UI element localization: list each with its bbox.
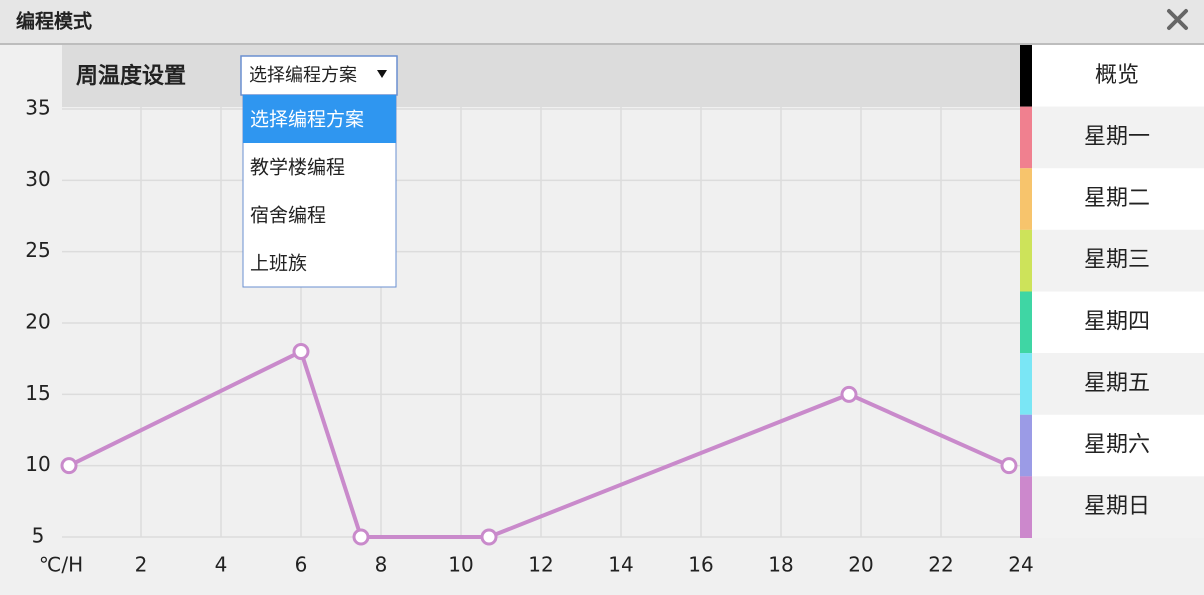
- x-tick-label: ℃/H: [39, 553, 83, 577]
- x-tick-label: 16: [688, 553, 713, 577]
- x-tick-label: 14: [608, 553, 633, 577]
- y-tick-label: 5: [32, 524, 45, 548]
- y-tick-label: 30: [25, 167, 50, 191]
- point: [1000, 457, 1018, 475]
- tab-color: [1020, 476, 1032, 538]
- x-tick-label: 20: [848, 553, 873, 577]
- header-title: 周温度设置: [76, 63, 186, 89]
- tab-color: [1020, 45, 1032, 107]
- select[interactable]: 选择编程方案: [240, 55, 398, 96]
- x-tick-label: 24: [1008, 553, 1033, 577]
- tab[interactable]: [1032, 45, 1204, 107]
- x-tick-label: 6: [295, 553, 308, 577]
- point: [60, 457, 78, 475]
- y-tick-label: 15: [25, 381, 50, 405]
- x-tick-label: 2: [135, 553, 148, 577]
- tab[interactable]: [1032, 476, 1204, 538]
- window-title: 编程模式: [16, 10, 92, 33]
- y-tick-label: 20: [25, 310, 50, 334]
- tab-label: 星期五: [1084, 371, 1150, 396]
- tab-color: [1020, 414, 1032, 477]
- dropdown-option[interactable]: 上班族: [250, 253, 307, 275]
- close-button[interactable]: [1167, 9, 1188, 30]
- point: [352, 528, 370, 546]
- x-tick-label: 4: [215, 553, 228, 577]
- tab-color: [1020, 353, 1032, 415]
- tab[interactable]: [1032, 229, 1204, 292]
- select-value: 选择编程方案: [249, 65, 357, 86]
- tab-label: 星期四: [1084, 309, 1150, 334]
- title-bar: [0, 0, 1204, 44]
- dropdown-option[interactable]: 选择编程方案: [250, 109, 364, 131]
- tab-label: 星期六: [1084, 433, 1150, 458]
- option-highlight[interactable]: [243, 95, 396, 143]
- tab-label: 星期三: [1084, 248, 1150, 273]
- x-tick-label: 10: [448, 553, 473, 577]
- header-band: [62, 45, 1020, 107]
- tab-color: [1020, 168, 1032, 230]
- y-tick-label: 35: [25, 96, 50, 120]
- x-tick-label: 12: [528, 553, 553, 577]
- tab-label: 星期日: [1084, 494, 1150, 519]
- point: [840, 385, 858, 403]
- x-tick-label: 22: [928, 553, 953, 577]
- y-tick-label: 10: [25, 452, 50, 476]
- select-arrow: [377, 70, 387, 78]
- tab-color: [1020, 106, 1032, 169]
- dropdown-option[interactable]: 宿舍编程: [250, 205, 326, 227]
- tab-color: [1020, 229, 1032, 292]
- tab-color: [1020, 291, 1032, 354]
- x-tick-label: 8: [375, 553, 388, 577]
- tab[interactable]: [1032, 106, 1204, 169]
- point: [292, 343, 310, 361]
- tab[interactable]: [1032, 353, 1204, 415]
- x-tick-label: 18: [768, 553, 793, 577]
- y-tick-label: 25: [25, 238, 50, 262]
- dropdown-option[interactable]: 教学楼编程: [250, 157, 345, 179]
- tab[interactable]: [1032, 291, 1204, 354]
- tab[interactable]: [1032, 414, 1204, 477]
- line: [68, 348, 1010, 539]
- tab-label: 星期二: [1084, 186, 1150, 211]
- point: [480, 528, 498, 546]
- tab[interactable]: [1032, 168, 1204, 230]
- tab-label: 星期一: [1084, 124, 1150, 149]
- tab-label: 概览: [1095, 63, 1139, 88]
